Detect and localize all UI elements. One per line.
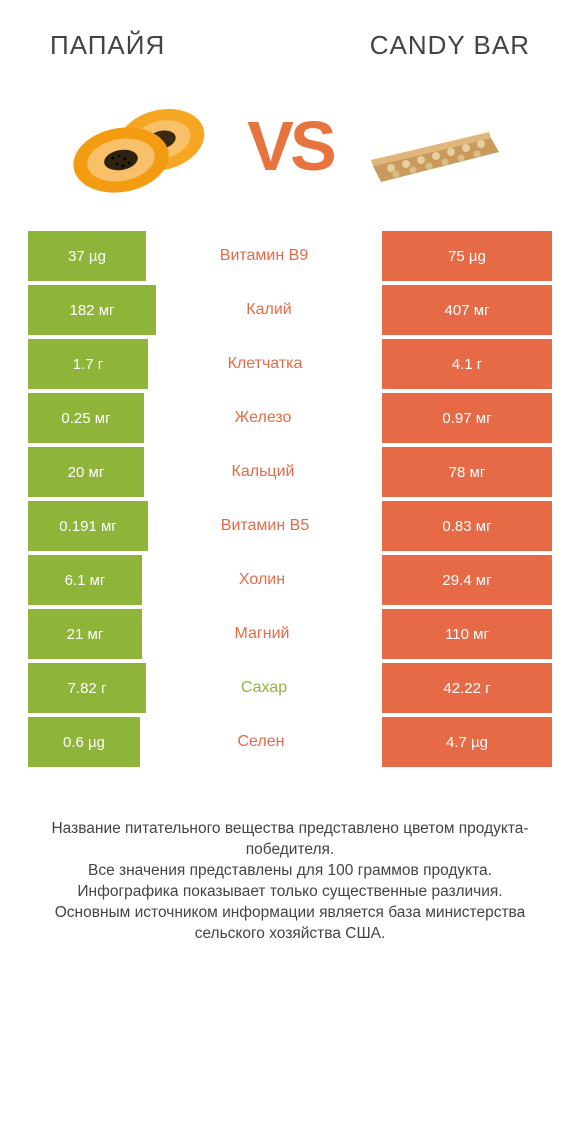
footer-line: Все значения представлены для 100 граммо… <box>36 861 544 882</box>
table-row: 1.7 г Клетчатка 4.1 г <box>28 339 552 389</box>
left-value: 0.191 мг <box>59 518 117 535</box>
left-value-cell: 182 мг <box>28 285 156 335</box>
left-value-cell: 6.1 мг <box>28 555 142 605</box>
right-value: 29.4 мг <box>442 572 491 589</box>
left-value-cell: 7.82 г <box>28 663 146 713</box>
left-value: 7.82 г <box>68 680 107 697</box>
right-value-cell: 42.22 г <box>382 663 552 713</box>
right-value-cell: 407 мг <box>382 285 552 335</box>
right-value: 407 мг <box>445 302 490 319</box>
right-value: 0.83 мг <box>442 518 491 535</box>
nutrient-label: Витамин B5 <box>148 501 382 551</box>
infographic-container: ПАПАЙЯ CANDY BAR VS <box>0 0 580 1144</box>
table-row: 182 мг Калий 407 мг <box>28 285 552 335</box>
right-value-cell: 78 мг <box>382 447 552 497</box>
table-row: 7.82 г Сахар 42.22 г <box>28 663 552 713</box>
nutrient-label: Клетчатка <box>148 339 382 389</box>
nutrient-label: Кальций <box>144 447 382 497</box>
table-row: 0.191 мг Витамин B5 0.83 мг <box>28 501 552 551</box>
left-value: 0.25 мг <box>61 410 110 427</box>
nutrient-label: Селен <box>140 717 382 767</box>
comparison-table: 37 µg Витамин B9 75 µg 182 мг Калий 407 мг 1.7… <box>0 231 580 767</box>
nutrient-label: Сахар <box>146 663 382 713</box>
table-row: 6.1 мг Холин 29.4 мг <box>28 555 552 605</box>
left-value: 20 мг <box>68 464 105 481</box>
left-value-cell: 20 мг <box>28 447 144 497</box>
right-value-cell: 75 µg <box>382 231 552 281</box>
candy-bar-icon <box>361 91 511 201</box>
right-value: 75 µg <box>448 248 486 265</box>
left-value: 182 мг <box>70 302 115 319</box>
right-value: 4.1 г <box>452 356 483 373</box>
papaya-icon <box>69 91 219 201</box>
right-value-cell: 4.7 µg <box>382 717 552 767</box>
left-value: 1.7 г <box>73 356 104 373</box>
left-value: 6.1 мг <box>65 572 106 589</box>
right-value: 4.7 µg <box>446 734 488 751</box>
left-value-cell: 0.6 µg <box>28 717 140 767</box>
left-value-cell: 1.7 г <box>28 339 148 389</box>
right-value-cell: 29.4 мг <box>382 555 552 605</box>
table-row: 21 мг Магний 110 мг <box>28 609 552 659</box>
left-value-cell: 37 µg <box>28 231 146 281</box>
left-value-cell: 0.191 мг <box>28 501 148 551</box>
right-value: 78 мг <box>449 464 486 481</box>
table-row: 0.25 мг Железо 0.97 мг <box>28 393 552 443</box>
left-value-cell: 0.25 мг <box>28 393 144 443</box>
hero-row: VS <box>0 71 580 231</box>
right-value-cell: 0.83 мг <box>382 501 552 551</box>
vs-label: VS <box>247 106 332 186</box>
table-row: 0.6 µg Селен 4.7 µg <box>28 717 552 767</box>
left-product-title: ПАПАЙЯ <box>50 30 165 61</box>
right-value-cell: 110 мг <box>382 609 552 659</box>
nutrient-label: Магний <box>142 609 382 659</box>
right-value: 0.97 мг <box>442 410 491 427</box>
footer-notes: Название питательного вещества представл… <box>0 771 580 945</box>
left-value: 21 мг <box>67 626 104 643</box>
left-value: 37 µg <box>68 248 106 265</box>
footer-line: Основным источником информации является … <box>36 903 544 945</box>
footer-line: Название питательного вещества представл… <box>36 819 544 861</box>
table-row: 20 мг Кальций 78 мг <box>28 447 552 497</box>
left-value: 0.6 µg <box>63 734 105 751</box>
right-value: 42.22 г <box>443 680 490 697</box>
right-value-cell: 4.1 г <box>382 339 552 389</box>
table-row: 37 µg Витамин B9 75 µg <box>28 231 552 281</box>
nutrient-label: Железо <box>144 393 382 443</box>
right-value-cell: 0.97 мг <box>382 393 552 443</box>
nutrient-label: Витамин B9 <box>146 231 382 281</box>
nutrient-label: Калий <box>156 285 382 335</box>
left-value-cell: 21 мг <box>28 609 142 659</box>
right-value: 110 мг <box>445 626 489 643</box>
header: ПАПАЙЯ CANDY BAR <box>0 0 580 71</box>
right-product-title: CANDY BAR <box>370 30 530 61</box>
nutrient-label: Холин <box>142 555 382 605</box>
footer-line: Инфографика показывает только существенн… <box>36 882 544 903</box>
